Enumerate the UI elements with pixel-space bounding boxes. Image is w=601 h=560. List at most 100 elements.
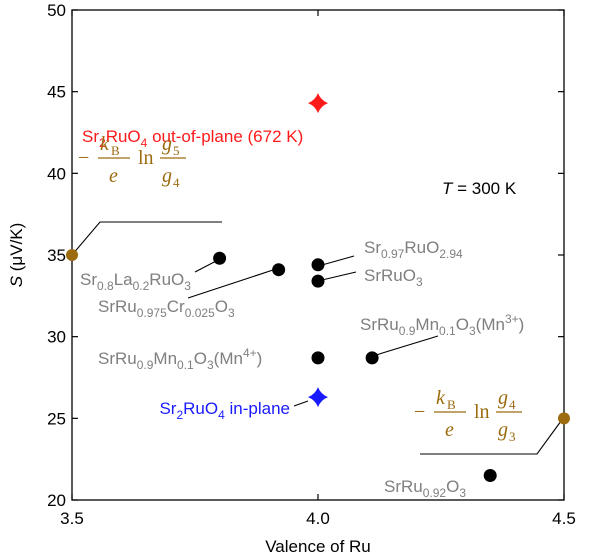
point-label-part: 3 bbox=[207, 358, 214, 372]
formula-k-sub: B bbox=[111, 143, 120, 158]
point-label-part: Sr bbox=[159, 399, 176, 418]
point-srru0975cr0025o3 bbox=[272, 263, 286, 277]
point-label-part: ) bbox=[257, 349, 263, 368]
point-sr097ruo294 bbox=[311, 258, 325, 272]
temperature-value: = 300 K bbox=[452, 179, 516, 198]
formula-ln: ln bbox=[138, 147, 154, 169]
y-tick-label: 25 bbox=[47, 409, 66, 428]
point-sr2ruo4-in-plane bbox=[308, 387, 328, 408]
point-label-part: 0.9 bbox=[399, 324, 416, 338]
point-sr08la02ruo3 bbox=[213, 251, 227, 265]
y-tick-label: 45 bbox=[47, 83, 66, 102]
point-label-part: Sr bbox=[82, 127, 99, 146]
point-label-part: 0.9 bbox=[137, 358, 154, 372]
point-label-part: (Mn bbox=[476, 315, 505, 334]
leader-srru09mn01o3-mn3 bbox=[375, 335, 439, 356]
y-tick-label: 50 bbox=[47, 1, 66, 20]
point-label-part: 4+ bbox=[243, 346, 257, 360]
y-axis-symbol: S bbox=[7, 275, 26, 287]
point-label-part: O bbox=[456, 315, 469, 334]
temperature-symbol: T bbox=[442, 179, 454, 198]
leader-srru0975cr0025o3 bbox=[187, 268, 277, 299]
point-label-part: SrRu bbox=[360, 315, 399, 334]
point-label-part: La bbox=[114, 270, 133, 289]
leader-srruo3 bbox=[321, 271, 357, 281]
point-label-part: 3 bbox=[184, 279, 191, 293]
point-label-part: in-plane bbox=[225, 399, 290, 418]
point-label-part: 4 bbox=[141, 136, 148, 150]
point-label-part: Mn bbox=[153, 349, 177, 368]
formula-ln: ln bbox=[474, 401, 490, 423]
point-label-sr097ruo294: Sr0.97RuO2.94 bbox=[364, 238, 463, 261]
formula-g-den: g bbox=[498, 419, 508, 441]
point-label-part: RuO bbox=[183, 399, 218, 418]
point-label-part: ) bbox=[519, 315, 525, 334]
point-label-part: Sr bbox=[364, 238, 381, 257]
point-label-part: O bbox=[446, 477, 459, 496]
formula-g-den-sub: 4 bbox=[173, 175, 180, 190]
point-label-part: 2.94 bbox=[439, 247, 463, 261]
y-axis-unit: (μV/K) bbox=[7, 223, 26, 276]
formula-minus: − bbox=[78, 147, 89, 169]
formula-g-num: g bbox=[162, 133, 172, 155]
x-tick-label: 4.5 bbox=[552, 509, 576, 528]
formula-g-num: g bbox=[498, 387, 508, 409]
data-marks bbox=[66, 93, 570, 482]
formula-g-den-sub: 3 bbox=[509, 429, 516, 444]
temperature-annotation: T = 300 K bbox=[442, 179, 517, 198]
point-label-srru092o3: SrRu0.92O3 bbox=[384, 477, 466, 500]
y-axis-title: S (μV/K) bbox=[7, 223, 26, 288]
formula-minus: − bbox=[414, 401, 425, 423]
x-tick-label: 3.5 bbox=[60, 509, 84, 528]
formula-g-num-sub: 4 bbox=[509, 397, 516, 412]
point-label-sr2ruo4-in-plane: Sr2RuO4 in-plane bbox=[159, 399, 290, 422]
point-label-part: RuO bbox=[106, 127, 141, 146]
formula-leader bbox=[71, 221, 222, 256]
point-label-part: 0.1 bbox=[439, 324, 456, 338]
point-label-part: Mn bbox=[415, 315, 439, 334]
point-label-part: SrRu bbox=[98, 349, 137, 368]
formula-leader bbox=[420, 416, 565, 455]
point-label-srru09mn01o3-mn3: SrRu0.9Mn0.1O3(Mn3+) bbox=[360, 312, 524, 338]
point-srru092o3 bbox=[483, 469, 497, 482]
point-label-part: 0.1 bbox=[177, 358, 194, 372]
point-label-part: 0.2 bbox=[133, 279, 150, 293]
y-tick-label: 40 bbox=[47, 164, 66, 183]
point-srru09mn01o3-mn4 bbox=[311, 351, 325, 365]
point-limit-g5-g4 bbox=[66, 249, 78, 261]
x-tick-label: 4.0 bbox=[306, 509, 330, 528]
point-label-part: out-of-plane (672 K) bbox=[147, 127, 303, 146]
point-label-part: 0.025 bbox=[185, 306, 215, 320]
point-label-part: 0.97 bbox=[381, 247, 405, 261]
point-label-part: SrRuO bbox=[364, 266, 416, 285]
point-label-part: 3 bbox=[469, 324, 476, 338]
point-srruo3 bbox=[311, 274, 325, 288]
point-label-part: 4 bbox=[218, 408, 225, 422]
formula-e: e bbox=[445, 419, 454, 441]
point-label-part: SrRu bbox=[98, 297, 137, 316]
point-label-sr08la02ruo3: Sr0.8La0.2RuO3 bbox=[80, 270, 191, 293]
point-label-part: 0.8 bbox=[97, 279, 114, 293]
point-label-part: 3 bbox=[228, 306, 235, 320]
point-label-srruo3: SrRuO3 bbox=[364, 266, 423, 289]
point-label-part: Cr bbox=[167, 297, 185, 316]
point-label-part: RuO bbox=[404, 238, 439, 257]
point-label-part: 0.975 bbox=[137, 306, 167, 320]
leader-lines bbox=[71, 221, 565, 455]
formula-g-num-sub: 5 bbox=[173, 143, 180, 158]
formula-k: k bbox=[436, 387, 446, 409]
leader-sr097ruo294 bbox=[321, 255, 355, 266]
point-sr2ruo4-out-of-plane bbox=[308, 93, 328, 114]
point-label-part: 3 bbox=[459, 486, 466, 500]
point-label-part: 3 bbox=[416, 275, 423, 289]
leader-sr2ruo4-in-plane bbox=[293, 400, 309, 407]
point-label-part: RuO bbox=[149, 270, 184, 289]
point-srru09mn01o3-mn3 bbox=[365, 351, 379, 365]
point-label-part: 3+ bbox=[505, 312, 519, 326]
plot-frame bbox=[71, 9, 565, 501]
y-tick-label: 35 bbox=[47, 246, 66, 265]
